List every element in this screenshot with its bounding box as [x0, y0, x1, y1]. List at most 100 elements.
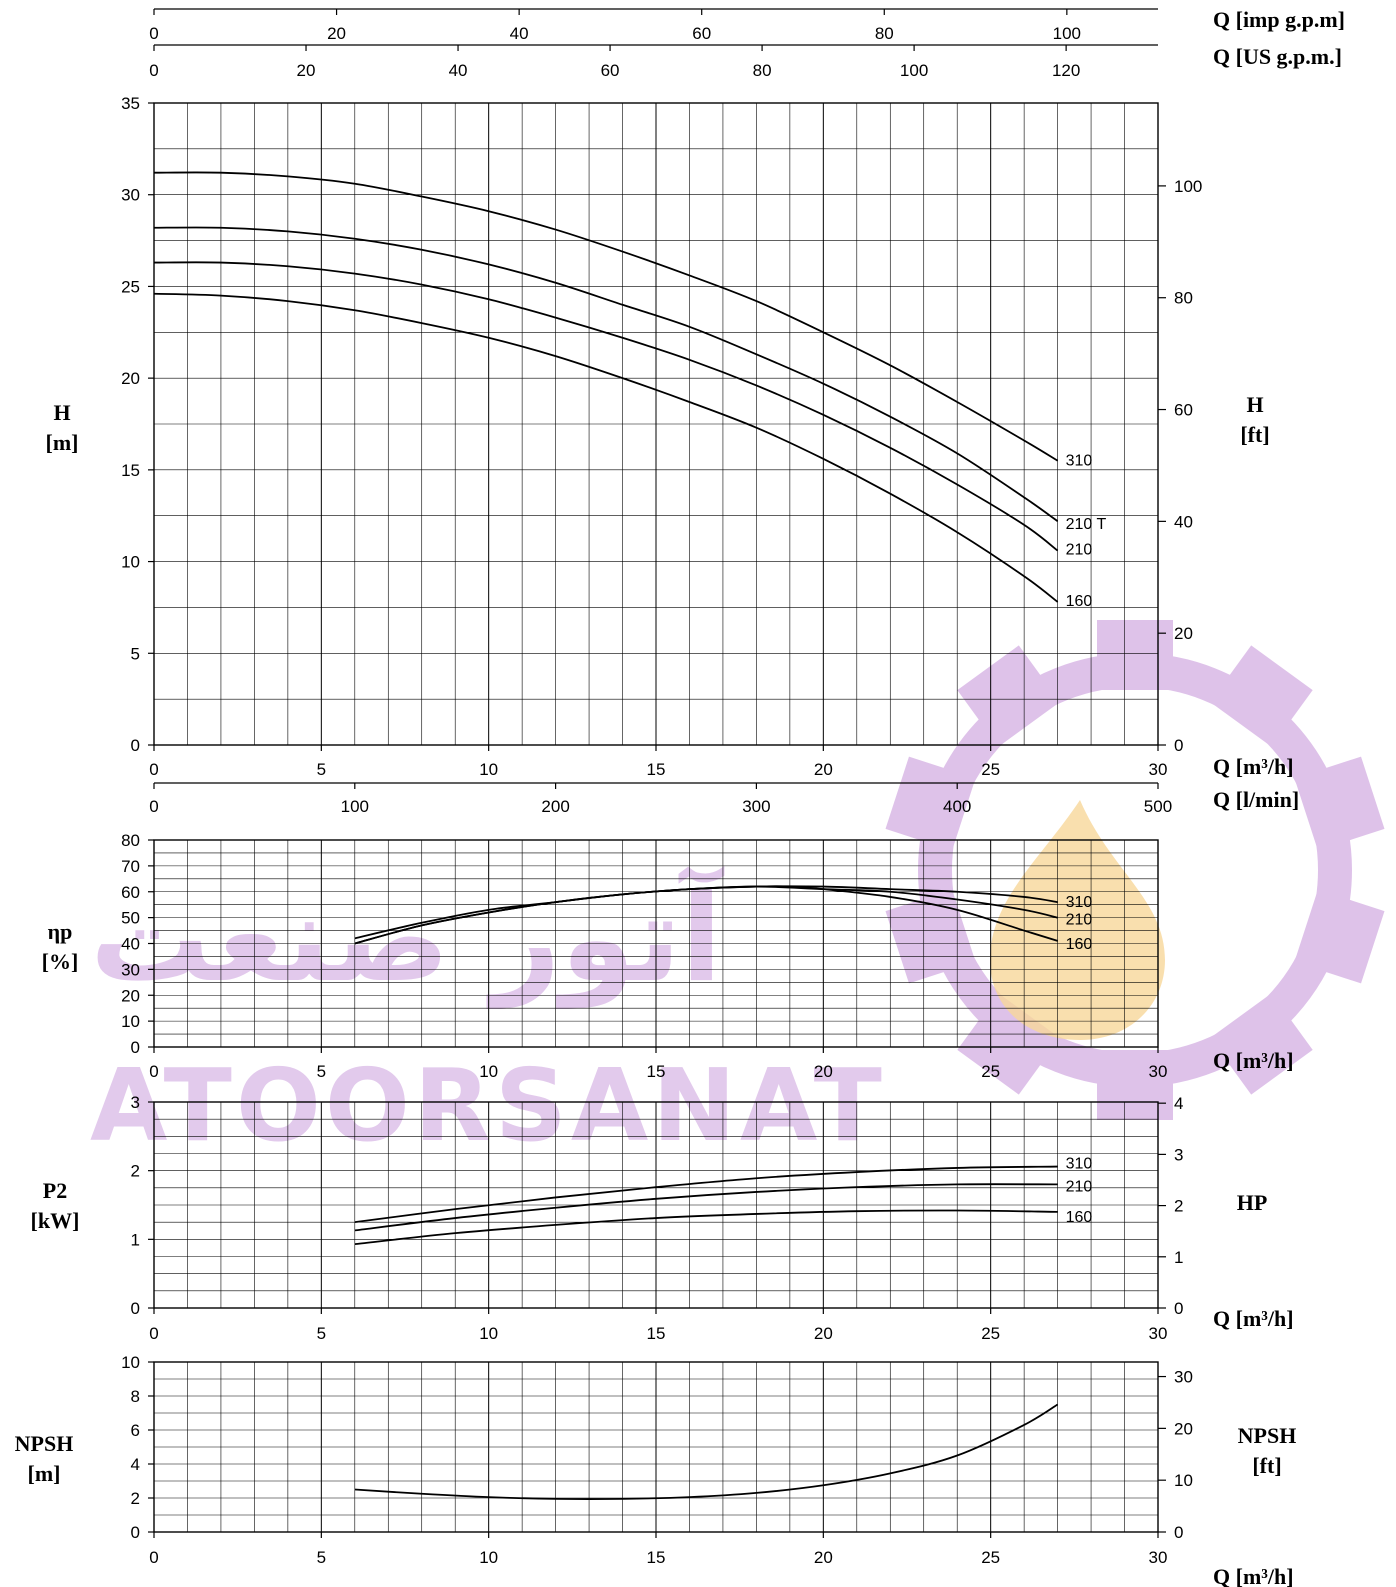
y2-tick-label: 2 [1174, 1197, 1183, 1216]
x-tick-label: 30 [1149, 1324, 1168, 1343]
series-line-210 [153, 261, 1059, 552]
y-tick-label: 30 [121, 186, 140, 205]
x2-tick-label: 500 [1144, 797, 1172, 816]
y-tick-label: 0 [131, 736, 140, 755]
y2-tick-label: 1 [1174, 1248, 1183, 1267]
series-line-160 [354, 885, 1058, 945]
series-label: 210 [1066, 912, 1093, 929]
x-axis-label: Q [m³/h] [1213, 1048, 1294, 1073]
us_gpm-tick-label: 20 [297, 61, 316, 80]
x-tick-label: 25 [981, 760, 1000, 779]
y-tick-label: 8 [131, 1387, 140, 1406]
y-tick-label: 40 [121, 935, 140, 954]
us_gpm-tick-label: 80 [753, 61, 772, 80]
series-label: 310 [1066, 453, 1093, 470]
x-tick-label: 10 [479, 1548, 498, 1567]
x2-tick-label: 0 [149, 797, 158, 816]
x-tick-label: 15 [647, 1548, 666, 1567]
x-tick-label: 30 [1149, 1062, 1168, 1081]
x-tick-label: 0 [149, 1062, 158, 1081]
y-tick-label: 10 [121, 553, 140, 572]
x-tick-label: 20 [814, 1548, 833, 1567]
watermark-latin-text: ATOORSANAT [90, 1047, 886, 1164]
x-tick-label: 15 [647, 760, 666, 779]
plot-npsh: 0 5 10 15 20 25 30 0 2 4 6 8 10 0 10 20 30 [121, 1353, 1193, 1567]
watermark-persian-text: آتور صنعت [90, 865, 725, 1009]
y-axis-unit: [m] [46, 430, 79, 455]
series-label: 160 [1066, 1209, 1093, 1226]
watermark: ATOORSANAT آتور صنعت [90, 620, 1385, 1164]
y2-tick-label: 0 [1174, 1523, 1183, 1542]
x-tick-label: 5 [317, 1062, 326, 1081]
y-tick-label: 60 [121, 883, 140, 902]
y2-tick-label: 4 [1174, 1094, 1183, 1113]
y-tick-label: 35 [121, 94, 140, 113]
y-tick-label: 0 [131, 1523, 140, 1542]
x-tick-label: 0 [149, 1548, 158, 1567]
gear-inner-ring [922, 657, 1348, 1083]
y-tick-label: 2 [131, 1162, 140, 1181]
y-axis-unit: [%] [42, 949, 79, 974]
imp_gpm-tick-label: 100 [1053, 24, 1081, 43]
y-axis-label: P2 [43, 1178, 67, 1203]
x-tick-label: 25 [981, 1324, 1000, 1343]
y2-tick-label: 10 [1174, 1471, 1193, 1490]
y2-axis-unit: [ft] [1252, 1453, 1281, 1478]
series-label: 310 [1066, 894, 1093, 911]
x-tick-label: 0 [149, 760, 158, 779]
x2-tick-label: 100 [341, 797, 369, 816]
y-tick-label: 0 [131, 1038, 140, 1057]
x2-tick-label: 300 [742, 797, 770, 816]
us_gpm-tick-label: 60 [601, 61, 620, 80]
imp_gpm-axis-label: Q [imp g.p.m] [1213, 7, 1345, 32]
y-tick-label: 20 [121, 369, 140, 388]
y2-tick-label: 60 [1174, 401, 1193, 420]
imp_gpm-tick-label: 40 [510, 24, 529, 43]
y-axis-label: ηp [48, 919, 73, 944]
series-label: 310 [1066, 1156, 1093, 1173]
series-line-310 [354, 1165, 1058, 1224]
y2-axis-label: H [1246, 392, 1263, 417]
x-tick-label: 5 [317, 1548, 326, 1567]
y2-axis-label: NPSH [1238, 1423, 1297, 1448]
series-line-160 [153, 292, 1059, 603]
y-axis-unit: [kW] [31, 1208, 80, 1233]
us_gpm-axis-label: Q [US g.p.m.] [1213, 44, 1342, 69]
y-tick-label: 5 [131, 644, 140, 663]
y-tick-label: 80 [121, 831, 140, 850]
x-tick-label: 0 [149, 1324, 158, 1343]
x-axis-label: Q [m³/h] [1213, 1564, 1294, 1587]
y2-tick-label: 3 [1174, 1145, 1183, 1164]
y-tick-label: 15 [121, 461, 140, 480]
y2-tick-label: 0 [1174, 736, 1183, 755]
series-line-npsh [354, 1403, 1059, 1500]
x-tick-label: 20 [814, 1062, 833, 1081]
us_gpm-tick-label: 0 [149, 61, 158, 80]
y2-tick-label: 20 [1174, 1419, 1193, 1438]
x-tick-label: 10 [479, 760, 498, 779]
y2-tick-label: 0 [1174, 1299, 1183, 1318]
series-label: 160 [1066, 593, 1093, 610]
axis-unit-labels: Q [l/min] Q [m³/h] H [m] H [ft] Q [m³/h] ηp [%] Q… [15, 7, 1345, 1587]
y-tick-label: 2 [131, 1489, 140, 1508]
watermark-gear [885, 620, 1385, 1120]
x-tick-label: 20 [814, 1324, 833, 1343]
y-tick-label: 50 [121, 909, 140, 928]
y-axis-label: NPSH [15, 1431, 74, 1456]
y-tick-label: 6 [131, 1421, 140, 1440]
y-tick-label: 0 [131, 1299, 140, 1318]
x-axis-label: Q [m³/h] [1213, 754, 1294, 779]
series-line-160 [354, 1209, 1058, 1246]
x-tick-label: 25 [981, 1062, 1000, 1081]
gear-ring [918, 653, 1352, 1087]
x-tick-label: 5 [317, 760, 326, 779]
imp_gpm-tick-label: 80 [875, 24, 894, 43]
y-tick-label: 4 [131, 1455, 140, 1474]
x-tick-label: 15 [647, 1324, 666, 1343]
y-tick-label: 25 [121, 277, 140, 296]
y2-tick-label: 20 [1174, 624, 1193, 643]
x2-tick-label: 400 [943, 797, 971, 816]
